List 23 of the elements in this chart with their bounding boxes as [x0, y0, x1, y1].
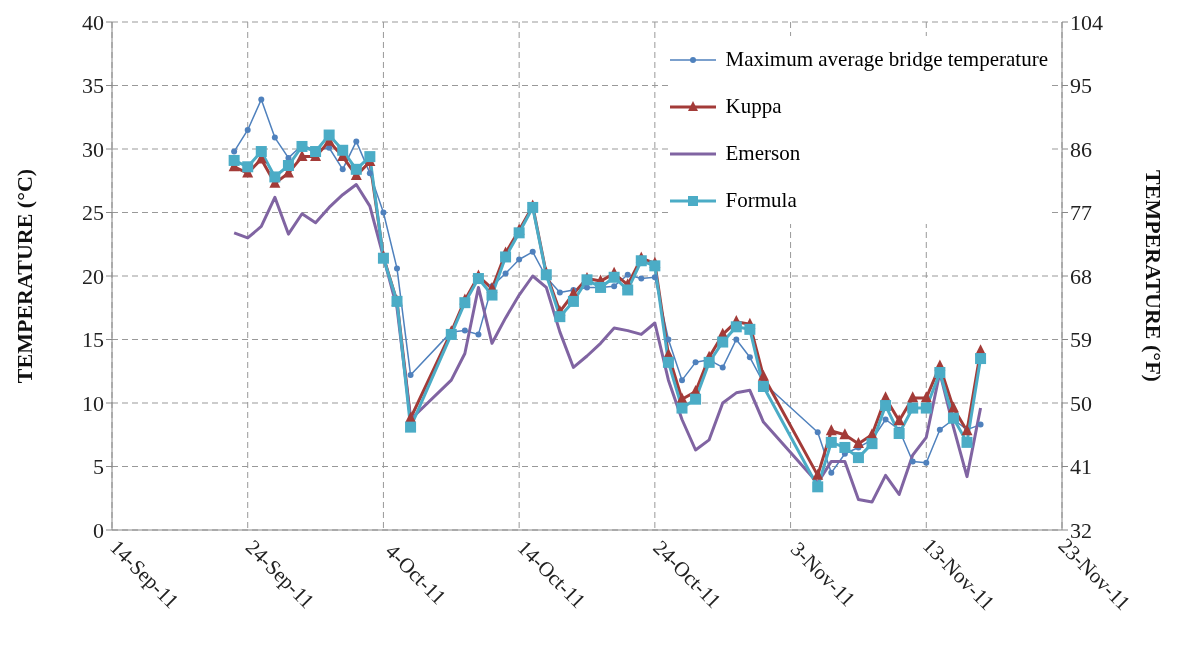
y-tick-label: 10	[82, 390, 104, 416]
y-axis-title: TEMPERATURE (°C)	[11, 168, 37, 384]
legend-label: Maximum average bridge temperature	[725, 47, 1048, 72]
y2-tick-label: 86	[1070, 136, 1092, 162]
y-tick-label: 0	[93, 517, 104, 543]
legend-label: Kuppa	[725, 94, 782, 119]
y2-tick-label: 77	[1070, 200, 1092, 226]
legend-label: Emerson	[725, 141, 801, 166]
y2-tick-label: 50	[1070, 390, 1092, 416]
y2-tick-label: 59	[1070, 327, 1092, 353]
y2-axis-title: TEMPERATURE (°F)	[1141, 170, 1167, 382]
legend-label: Formula	[725, 188, 797, 213]
y-tick-label: 15	[82, 327, 104, 353]
y-tick-label: 35	[82, 73, 104, 99]
y-tick-label: 40	[82, 9, 104, 35]
y-tick-label: 20	[82, 263, 104, 289]
y2-tick-label: 95	[1070, 73, 1092, 99]
y2-tick-label: 68	[1070, 263, 1092, 289]
y-tick-label: 30	[82, 136, 104, 162]
y2-tick-label: 41	[1070, 454, 1092, 480]
y2-tick-label: 104	[1070, 9, 1103, 35]
y-tick-label: 25	[82, 200, 104, 226]
y-tick-label: 5	[93, 454, 104, 480]
